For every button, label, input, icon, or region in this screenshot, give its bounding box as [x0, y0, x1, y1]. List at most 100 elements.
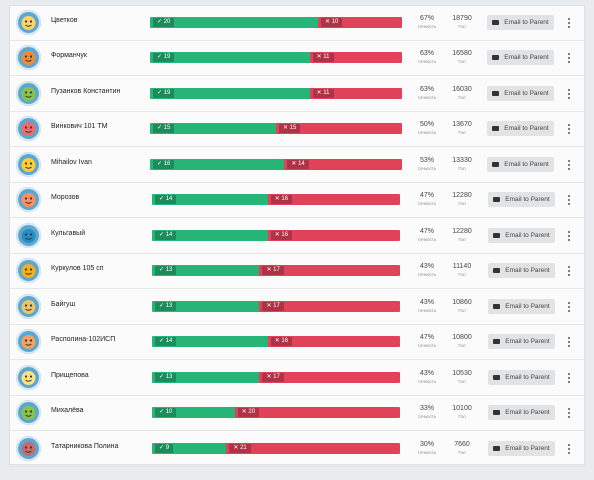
car-icon [21, 300, 36, 314]
email-to-parent-button[interactable]: Email to Parent [487, 50, 554, 65]
student-name[interactable]: Михалёва [51, 407, 84, 414]
email-to-parent-button[interactable]: Email to Parent [487, 15, 554, 30]
student-row[interactable]: Куркулов 105 сп ✓ 13 ✕ 17 43% точность 11140 Г… [10, 254, 584, 289]
student-avatar [16, 81, 41, 106]
correct-segment: ✓ 9 [152, 443, 227, 454]
points-stat: 16580 Гол [444, 50, 480, 66]
correct-count: ✓ 14 [155, 195, 177, 204]
more-options-icon[interactable] [566, 299, 572, 314]
envelope-icon [493, 409, 501, 415]
email-to-parent-button[interactable]: Email to Parent [487, 121, 554, 136]
student-name[interactable]: Цветков [51, 17, 78, 24]
student-name[interactable]: Байгуш [51, 301, 76, 308]
student-row[interactable]: Татарникова Полина ✓ 9 ✕ 21 30% точность 7660… [10, 432, 584, 467]
student-name[interactable]: Пузанков Константин [51, 88, 121, 95]
student-name[interactable]: Татарникова Полина [51, 443, 119, 450]
more-options-icon[interactable] [566, 370, 572, 385]
envelope-icon [493, 196, 501, 202]
email-button-label: Email to Parent [505, 267, 550, 274]
correct-segment: ✓ 14 [152, 194, 268, 205]
answers-bar: ✓ 15 ✕ 15 [150, 123, 402, 134]
points-value: 12280 [452, 192, 472, 199]
student-row[interactable]: Морозов ✓ 14 ✕ 16 47% точность 12280 Гол Email … [10, 183, 584, 218]
student-name[interactable]: Кульгавый [51, 230, 86, 237]
student-row[interactable]: Цветков ✓ 20 ✕ 10 67% точность 18790 Гол Email … [10, 6, 584, 41]
student-row[interactable]: Mihailov Ivan ✓ 16 ✕ 14 53% точность 13330 Гол… [10, 148, 584, 183]
email-to-parent-button[interactable]: Email to Parent [488, 228, 555, 243]
student-row[interactable]: Байгуш ✓ 13 ✕ 17 43% точность 10860 Гол Email t… [10, 290, 584, 325]
points-value: 16030 [452, 86, 472, 93]
email-to-parent-button[interactable]: Email to Parent [488, 405, 555, 420]
points-label: Гол [458, 272, 466, 277]
answers-bar: ✓ 14 ✕ 16 [152, 194, 400, 205]
student-name[interactable]: Форманчук [51, 52, 87, 59]
email-to-parent-button[interactable]: Email to Parent [487, 86, 554, 101]
student-row[interactable]: Михалёва ✓ 10 ✕ 20 33% точность 10100 Гол Email… [10, 396, 584, 431]
more-options-icon[interactable] [566, 192, 572, 207]
accuracy-stat: 53% точность [409, 157, 445, 173]
more-options-icon[interactable] [566, 441, 572, 456]
email-button-label: Email to Parent [505, 232, 550, 239]
accuracy-stat: 47% точность [409, 228, 445, 244]
answers-bar: ✓ 16 ✕ 14 [150, 159, 402, 170]
correct-segment: ✓ 14 [152, 336, 268, 347]
student-row[interactable]: Прищепова ✓ 13 ✕ 17 43% точность 10530 Гол Emai… [10, 361, 584, 396]
email-to-parent-button[interactable]: Email to Parent [488, 299, 555, 314]
student-name[interactable]: Куркулов 105 сп [51, 265, 104, 272]
bowl-icon [21, 193, 36, 207]
student-name[interactable]: Винкович 101 ТМ [51, 123, 108, 130]
more-options-icon[interactable] [566, 121, 572, 136]
email-to-parent-button[interactable]: Email to Parent [487, 157, 554, 172]
envelope-icon [492, 19, 500, 25]
answers-bar: ✓ 13 ✕ 17 [152, 265, 400, 276]
email-button-label: Email to Parent [505, 409, 550, 416]
points-value: 12280 [452, 228, 472, 235]
email-to-parent-button[interactable]: Email to Parent [488, 370, 555, 385]
more-options-icon[interactable] [566, 50, 572, 65]
student-row[interactable]: Кульгавый ✓ 14 ✕ 16 47% точность 12280 Гол Emai… [10, 219, 584, 254]
accuracy-value: 63% [419, 50, 434, 57]
points-label: Гол [458, 450, 466, 455]
hat-icon [21, 229, 36, 243]
email-button-label: Email to Parent [505, 445, 550, 452]
student-row[interactable]: Располина-102ИСП ✓ 14 ✕ 16 47% точность 10800… [10, 325, 584, 360]
student-name[interactable]: Прищепова [51, 372, 89, 379]
email-to-parent-button[interactable]: Email to Parent [488, 192, 555, 207]
more-options-icon[interactable] [566, 228, 572, 243]
more-options-icon[interactable] [566, 263, 572, 278]
points-value: 13330 [452, 157, 472, 164]
points-value: 10530 [452, 370, 472, 377]
student-row[interactable]: Пузанков Константин ✓ 19 ✕ 11 63% точность 16… [10, 77, 584, 112]
more-options-icon[interactable] [566, 157, 572, 172]
student-name[interactable]: Mihailov Ivan [51, 159, 92, 166]
accuracy-label: точность [417, 95, 437, 100]
email-button-label: Email to Parent [504, 54, 549, 61]
wrong-count: ✕ 20 [237, 408, 260, 417]
email-button-label: Email to Parent [505, 196, 550, 203]
student-name[interactable]: Располина-102ИСП [51, 336, 116, 343]
points-value: 18790 [452, 15, 472, 22]
email-to-parent-button[interactable]: Email to Parent [488, 334, 555, 349]
email-to-parent-button[interactable]: Email to Parent [488, 263, 555, 278]
email-to-parent-button[interactable]: Email to Parent [488, 441, 555, 456]
more-options-icon[interactable] [566, 86, 572, 101]
answers-bar: ✓ 19 ✕ 11 [150, 52, 402, 63]
points-label: Гол [458, 130, 466, 135]
points-label: Гол [458, 308, 466, 313]
robot-icon [21, 122, 36, 136]
accuracy-stat: 43% точность [409, 263, 445, 279]
points-label: Гол [458, 343, 466, 348]
student-avatar [16, 365, 41, 390]
accuracy-label: точность [417, 379, 437, 384]
accuracy-value: 47% [419, 334, 434, 341]
more-options-icon[interactable] [566, 334, 572, 349]
more-options-icon[interactable] [566, 15, 572, 30]
accuracy-value: 33% [419, 405, 434, 412]
more-options-icon[interactable] [566, 405, 572, 420]
correct-segment: ✓ 16 [150, 159, 285, 170]
correct-count: ✓ 16 [153, 160, 175, 169]
student-row[interactable]: Винкович 101 ТМ ✓ 15 ✕ 15 50% точность 13670 Г… [10, 112, 584, 147]
student-name[interactable]: Морозов [51, 194, 80, 201]
student-row[interactable]: Форманчук ✓ 19 ✕ 11 63% точность 16580 Гол Emai… [10, 41, 584, 76]
answers-bar: ✓ 19 ✕ 11 [150, 88, 402, 99]
